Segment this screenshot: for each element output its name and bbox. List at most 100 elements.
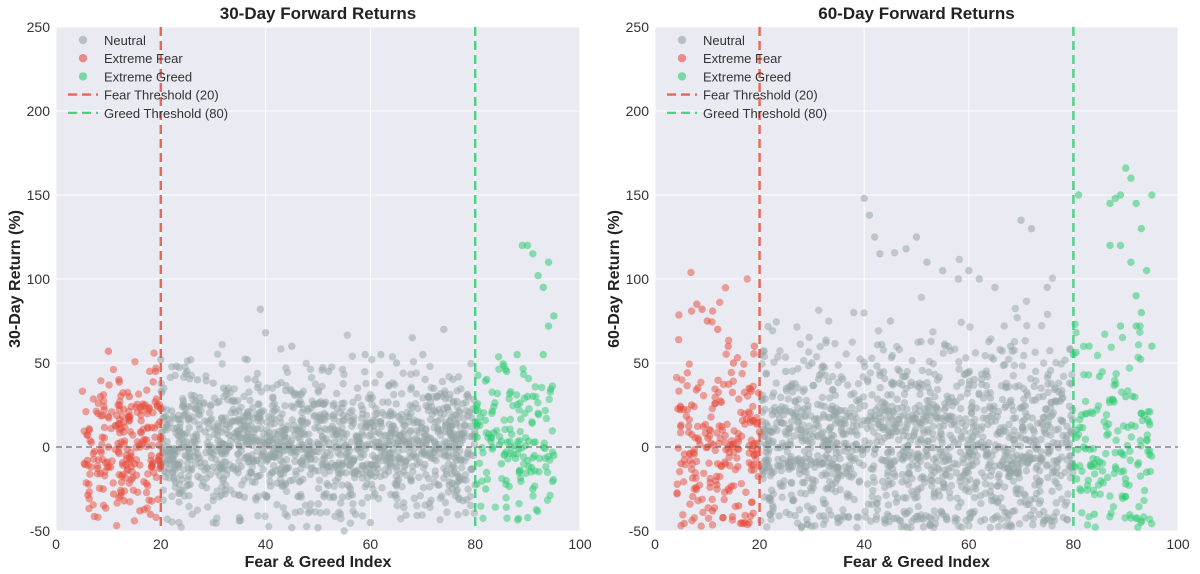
- data-point: [466, 492, 475, 500]
- data-point: [1036, 497, 1045, 505]
- data-point: [840, 416, 849, 425]
- data-point: [1040, 425, 1048, 433]
- data-point: [368, 400, 376, 409]
- data-point: [1119, 422, 1128, 430]
- data-point: [218, 439, 226, 448]
- data-point: [915, 407, 924, 415]
- data-point: [1064, 490, 1072, 498]
- data-point: [1027, 224, 1036, 233]
- data-point: [183, 429, 191, 437]
- data-point: [933, 376, 942, 384]
- data-point: [977, 438, 985, 447]
- data-point: [962, 354, 970, 362]
- data-point: [986, 472, 995, 480]
- data-point: [296, 435, 304, 444]
- data-point: [134, 390, 143, 398]
- data-point: [987, 353, 996, 361]
- data-point: [1050, 457, 1058, 465]
- data-point: [491, 503, 500, 511]
- data-point: [254, 400, 263, 408]
- legend-item: Neutral: [78, 33, 146, 48]
- legend-item: Fear Threshold (20): [667, 88, 818, 103]
- data-point: [829, 372, 837, 381]
- data-point: [1136, 436, 1145, 445]
- data-point: [1046, 346, 1054, 355]
- legend-label: Greed Threshold (80): [703, 106, 827, 121]
- data-point: [1020, 427, 1028, 435]
- y-tick-label: 0: [641, 439, 649, 455]
- data-point: [348, 422, 356, 431]
- data-point: [737, 432, 746, 440]
- data-point: [791, 397, 800, 405]
- data-point: [147, 451, 156, 460]
- data-point: [445, 394, 453, 403]
- data-point: [904, 480, 913, 489]
- data-point: [954, 426, 962, 434]
- data-point: [408, 468, 417, 476]
- data-point: [1102, 411, 1111, 419]
- data-point: [811, 522, 819, 530]
- data-point: [863, 417, 872, 425]
- data-point: [1072, 475, 1081, 483]
- data-point: [461, 421, 469, 430]
- data-point: [315, 476, 324, 484]
- data-point: [1079, 342, 1088, 351]
- data-point: [1076, 485, 1084, 493]
- data-point: [853, 513, 861, 521]
- data-point: [749, 402, 757, 411]
- data-point: [407, 427, 415, 435]
- data-point: [927, 515, 935, 523]
- data-point: [502, 503, 511, 511]
- data-point: [426, 416, 435, 424]
- data-point: [259, 465, 267, 474]
- data-point: [723, 420, 731, 429]
- data-point: [386, 437, 394, 445]
- data-point: [297, 458, 305, 466]
- data-point: [452, 451, 460, 459]
- data-point: [494, 353, 503, 361]
- data-point: [1122, 164, 1130, 172]
- data-point: [962, 451, 970, 460]
- data-point: [900, 399, 909, 407]
- data-point: [109, 490, 118, 498]
- data-point: [392, 359, 401, 367]
- data-point: [965, 521, 973, 530]
- data-point: [807, 460, 816, 468]
- data-point: [307, 374, 316, 382]
- data-point: [966, 323, 974, 331]
- data-point: [364, 493, 372, 502]
- data-point: [1080, 443, 1088, 451]
- data-point: [853, 414, 861, 423]
- data-point: [862, 513, 870, 521]
- data-point: [1032, 465, 1040, 473]
- data-point: [454, 373, 463, 381]
- data-point: [882, 414, 891, 422]
- data-point: [358, 405, 367, 414]
- data-point: [1139, 513, 1148, 521]
- data-point: [916, 435, 925, 443]
- data-point: [432, 456, 440, 465]
- data-point: [398, 390, 406, 398]
- data-point: [240, 476, 248, 484]
- data-point: [221, 481, 230, 489]
- data-point: [262, 439, 270, 448]
- data-point: [1032, 377, 1040, 385]
- data-point: [991, 494, 1000, 503]
- data-point: [1039, 392, 1047, 401]
- data-point: [401, 457, 410, 466]
- data-point: [704, 514, 713, 522]
- data-point: [729, 482, 738, 490]
- data-point: [385, 420, 393, 429]
- data-point: [767, 427, 775, 436]
- data-point: [413, 404, 422, 413]
- data-point: [347, 438, 356, 446]
- data-point: [377, 350, 385, 359]
- data-point: [101, 467, 109, 476]
- data-point: [487, 437, 495, 446]
- data-point: [873, 505, 882, 514]
- data-point: [730, 427, 738, 435]
- data-point: [519, 365, 527, 373]
- data-point: [187, 356, 195, 364]
- data-point: [735, 395, 743, 403]
